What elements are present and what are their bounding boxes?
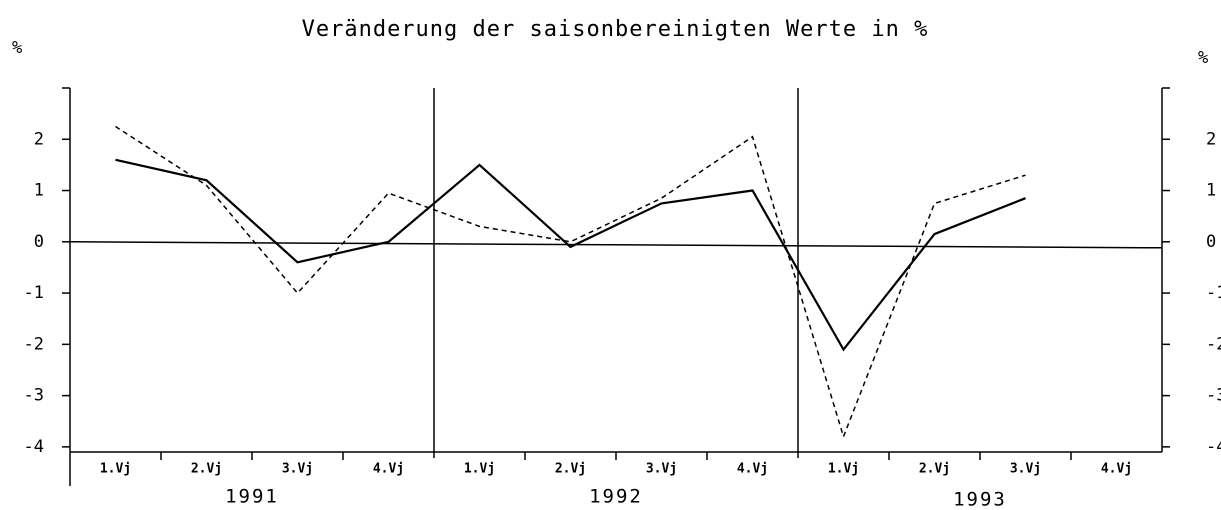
y2-tick-label: 0 [1206, 232, 1216, 252]
x-tick-label: 2.Vj [191, 462, 222, 477]
x-tick-label: 3.Vj [282, 462, 313, 477]
y-tick-label: -1 [24, 283, 44, 303]
x-tick-label: 3.Vj [1010, 462, 1041, 477]
y-tick-label: -2 [24, 334, 44, 354]
series-line [115, 158, 1026, 352]
y-tick-label: -4 [24, 437, 44, 457]
y-tick-label: -3 [24, 386, 44, 406]
x-tick-label: 2.Vj [555, 462, 586, 477]
y2-axis-label: % [1198, 48, 1208, 68]
y2-tick-label: 1 [1206, 181, 1216, 201]
y-tick-label: 0 [34, 232, 44, 252]
x-tick-label: 4.Vj [737, 462, 768, 477]
series-line [115, 125, 1026, 439]
y-axis-label: % [12, 38, 22, 58]
x-tick-label: 1.Vj [100, 462, 131, 477]
x-tick-label: 4.Vj [373, 462, 404, 477]
y2-tick-label: -1 [1206, 283, 1221, 303]
y-tick-label: 1 [34, 181, 44, 201]
year-label: 1993 [953, 489, 1007, 510]
year-label: 1992 [589, 486, 643, 508]
y-tick-label: 2 [34, 129, 44, 149]
x-tick-label: 4.Vj [1101, 462, 1132, 477]
year-label: 1991 [225, 486, 279, 508]
x-tick-label: 3.Vj [646, 462, 677, 477]
zero-line [69, 241, 1163, 249]
x-tick-label: 2.Vj [919, 462, 950, 477]
chart-title: Veränderung der saisonbereinigten Werte … [302, 17, 929, 42]
x-tick-label: 1.Vj [464, 462, 495, 477]
x-tick-label: 1.Vj [828, 462, 859, 477]
y2-tick-label: -4 [1206, 437, 1221, 457]
y2-tick-label: -3 [1206, 386, 1221, 406]
y2-tick-label: -2 [1206, 334, 1221, 354]
y2-tick-label: 2 [1206, 129, 1216, 149]
